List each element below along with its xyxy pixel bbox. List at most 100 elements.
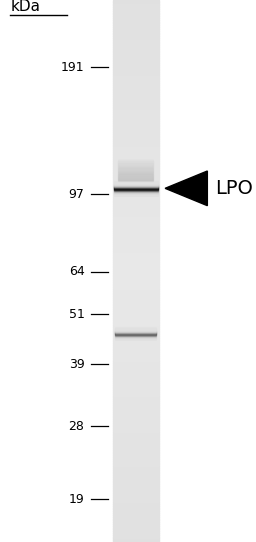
Bar <box>113 358 159 359</box>
Bar <box>113 148 159 150</box>
Bar <box>113 416 159 417</box>
Bar <box>113 107 159 108</box>
Bar <box>118 178 153 179</box>
Bar <box>113 396 159 397</box>
Bar <box>113 11 159 12</box>
Bar <box>113 389 159 390</box>
Bar <box>113 351 159 352</box>
Bar <box>113 365 159 367</box>
Bar <box>113 437 159 439</box>
Bar <box>113 70 159 72</box>
Bar <box>113 520 159 522</box>
Bar <box>113 101 159 103</box>
Bar <box>113 451 159 454</box>
Bar <box>118 177 153 179</box>
Bar <box>113 53 159 54</box>
Bar <box>113 390 159 392</box>
Bar <box>113 448 159 450</box>
Bar <box>113 125 159 126</box>
Bar <box>113 0 159 2</box>
Bar <box>113 524 159 526</box>
Bar <box>118 175 153 176</box>
Bar <box>113 20 159 22</box>
Bar <box>113 408 159 410</box>
Bar <box>113 188 159 190</box>
Bar <box>113 482 159 484</box>
Bar <box>113 309 159 311</box>
Bar <box>113 136 159 137</box>
Bar <box>113 38 159 40</box>
Bar <box>113 74 159 76</box>
Bar <box>113 509 159 511</box>
Bar <box>113 372 159 374</box>
Bar <box>113 99 159 101</box>
Bar <box>113 484 159 486</box>
Bar <box>113 91 159 92</box>
Bar <box>113 376 159 378</box>
Bar <box>113 54 159 56</box>
Bar <box>113 183 159 184</box>
Bar <box>113 302 159 304</box>
Bar <box>113 25 159 27</box>
Bar <box>113 470 159 472</box>
Bar <box>113 497 159 499</box>
Bar <box>113 242 159 244</box>
Bar <box>113 237 159 238</box>
Bar <box>113 278 159 280</box>
Bar <box>113 434 159 435</box>
Bar <box>113 367 159 369</box>
Bar <box>113 88 159 91</box>
Bar <box>113 370 159 372</box>
Bar <box>118 160 153 162</box>
Bar <box>113 195 159 197</box>
Bar <box>113 115 159 118</box>
Bar <box>113 248 159 249</box>
Bar <box>113 271 159 273</box>
Bar <box>113 16 159 18</box>
Bar <box>113 338 159 340</box>
Bar <box>113 334 159 336</box>
Bar <box>113 29 159 31</box>
Bar <box>113 311 159 313</box>
Bar <box>113 314 159 316</box>
Bar <box>113 354 159 356</box>
Bar <box>113 58 159 60</box>
Bar <box>113 386 159 389</box>
Bar <box>113 280 159 282</box>
Bar <box>113 385 159 386</box>
Bar <box>113 423 159 424</box>
Bar <box>113 172 159 173</box>
Bar <box>113 406 159 408</box>
Bar <box>113 238 159 240</box>
Bar <box>113 417 159 419</box>
Bar <box>113 466 159 468</box>
Bar <box>113 410 159 412</box>
Bar <box>113 103 159 105</box>
Bar <box>113 226 159 228</box>
Bar <box>113 123 159 125</box>
Bar <box>113 336 159 338</box>
Bar <box>113 298 159 300</box>
Bar <box>113 537 159 538</box>
Bar <box>113 540 159 542</box>
Bar <box>113 450 159 451</box>
Bar <box>118 169 153 171</box>
Bar <box>113 275 159 276</box>
Bar <box>113 538 159 540</box>
Bar <box>113 397 159 399</box>
Bar <box>113 267 159 269</box>
Bar <box>113 87 159 88</box>
Bar <box>113 139 159 141</box>
Bar <box>113 493 159 495</box>
Bar <box>113 403 159 405</box>
Bar <box>113 320 159 321</box>
Bar <box>113 405 159 406</box>
Bar <box>113 210 159 211</box>
Bar <box>113 156 159 157</box>
Bar <box>113 50 159 53</box>
Bar <box>113 85 159 87</box>
Bar <box>113 430 159 432</box>
Bar <box>113 197 159 199</box>
Bar <box>113 112 159 114</box>
Bar <box>113 504 159 506</box>
